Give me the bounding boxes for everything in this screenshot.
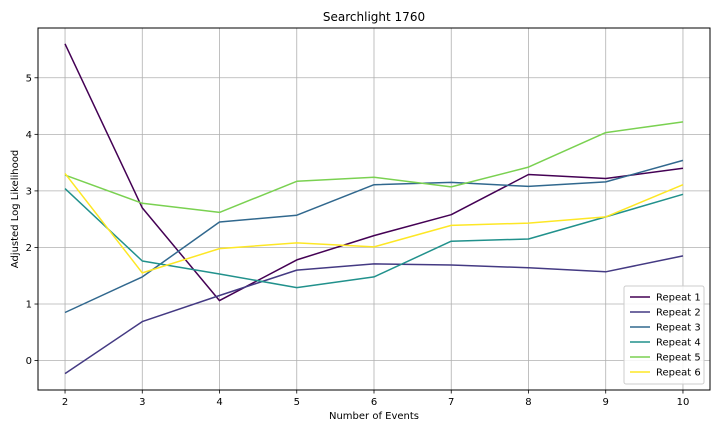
series-line-repeat-2 [64, 255, 684, 375]
legend-label: Repeat 3 [656, 323, 701, 334]
x-tick-label: 10 [677, 397, 690, 408]
legend-label: Repeat 5 [656, 353, 701, 364]
y-tick-label: 4 [26, 130, 32, 141]
series-line-repeat-5 [64, 121, 684, 214]
series-line-repeat-1 [64, 43, 684, 302]
x-tick-label: 9 [603, 397, 609, 408]
y-tick-label: 2 [26, 243, 32, 254]
x-tick-label: 7 [448, 397, 454, 408]
x-tick-label: 2 [62, 397, 68, 408]
x-tick-label: 6 [371, 397, 377, 408]
axis-ticks: 2 3 4 5 6 7 8 9 10 0 1 2 3 4 5 [26, 73, 690, 408]
grid [38, 28, 710, 390]
y-tick-label: 3 [26, 186, 32, 197]
x-tick-label: 3 [139, 397, 145, 408]
series-line-repeat-3 [64, 159, 684, 314]
y-tick-label: 0 [26, 356, 32, 367]
legend: Repeat 1 Repeat 2 Repeat 3 Repeat 4 Repeat 5… [623, 285, 705, 385]
series-line-repeat-6 [64, 172, 684, 274]
x-tick-label: 4 [216, 397, 222, 408]
x-tick-label: 5 [294, 397, 300, 408]
chart-title: Searchlight 1760 [323, 10, 425, 24]
y-tick-label: 1 [26, 300, 32, 311]
legend-label: Repeat 6 [656, 368, 701, 379]
series-lines [64, 43, 684, 375]
legend-label: Repeat 1 [656, 293, 701, 304]
x-tick-label: 8 [525, 397, 531, 408]
y-axis-label: Adjusted Log Likelihood [10, 150, 21, 268]
legend-label: Repeat 4 [656, 338, 701, 349]
x-axis-label: Number of Events [329, 411, 419, 422]
legend-box [623, 285, 705, 385]
y-tick-label: 5 [26, 73, 32, 84]
legend-label: Repeat 2 [656, 308, 701, 319]
